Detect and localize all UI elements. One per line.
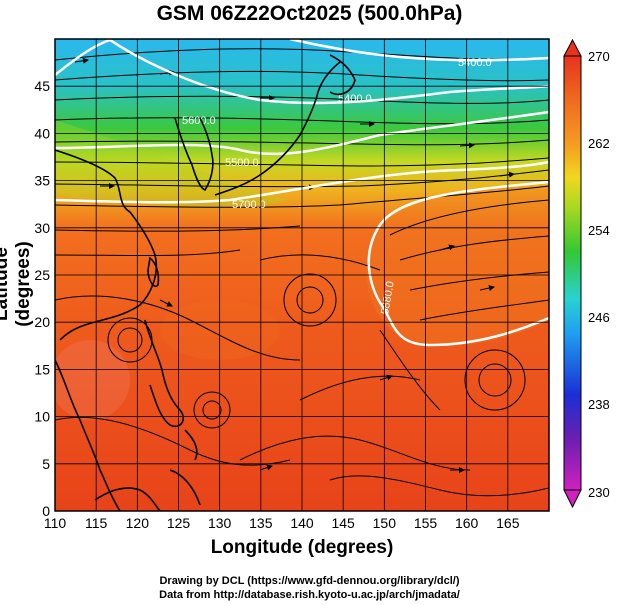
y-tick-label: 20: [34, 314, 50, 330]
x-tick-label: 155: [414, 515, 438, 531]
x-tick-label: 165: [496, 515, 520, 531]
colorbar-tick-label: 262: [588, 136, 610, 151]
colorbar-max-label: 270: [588, 49, 610, 64]
contour-label: 5700.0: [232, 199, 266, 211]
y-tick-label: 35: [34, 173, 50, 189]
x-axis-label: Longitude (degrees): [210, 537, 394, 558]
x-tick-label: 150: [373, 515, 397, 531]
x-tick-label: 140: [290, 515, 314, 531]
y-tick-label: 10: [34, 409, 50, 425]
y-tick-label: 40: [34, 125, 50, 141]
contour-label: 5600.0: [182, 115, 216, 127]
colorbar-min-label: 230: [588, 485, 610, 500]
colorbar-tick-label: 246: [588, 310, 610, 325]
colorbar-min-arrow: [563, 489, 582, 509]
plot-frame: [54, 38, 550, 512]
y-axis-ticks: 0 5 10 15 20 25 30 35 40 45: [34, 78, 50, 519]
colorbar-tick-label: 238: [588, 397, 610, 412]
page-title: GSM 06Z22Oct2025 (500.0hPa): [156, 2, 463, 25]
x-tick-label: 160: [455, 515, 479, 531]
x-tick-label: 120: [126, 515, 150, 531]
contour-label: 5500.0: [225, 157, 259, 169]
credit-drawing: Drawing by DCL (https://www.gfd-dennou.o…: [159, 575, 460, 587]
x-tick-label: 145: [331, 515, 355, 531]
y-tick-label: 25: [34, 267, 50, 283]
y-tick-label: 0: [42, 503, 50, 519]
y-tick-label: 30: [34, 220, 50, 236]
contour-label: 5400.0: [338, 93, 372, 105]
colorbar-scale: [563, 55, 582, 491]
contour-label: 5880.0: [379, 280, 397, 315]
y-tick-label: 45: [34, 78, 50, 94]
colorbar-max-arrow: [563, 38, 582, 57]
x-tick-label: 115: [85, 515, 108, 531]
x-tick-label: 135: [249, 515, 273, 531]
y-tick-label: 5: [42, 456, 50, 472]
colorbar-tick-label: 254: [588, 223, 610, 238]
x-tick-label: 130: [208, 515, 232, 531]
y-tick-label: 15: [34, 361, 50, 377]
credit-data: Data from http://database.rish.kyoto-u.a…: [159, 589, 460, 601]
x-tick-label: 110: [44, 515, 67, 531]
contour-label: 5400.0: [458, 57, 492, 69]
x-tick-label: 125: [167, 515, 191, 531]
height-contours: [55, 39, 549, 347]
x-axis-ticks: 110 115 120 125 130 135 140 145 150 155 …: [44, 515, 520, 531]
colorbar: 270 262 254 246 238 230: [563, 38, 610, 509]
